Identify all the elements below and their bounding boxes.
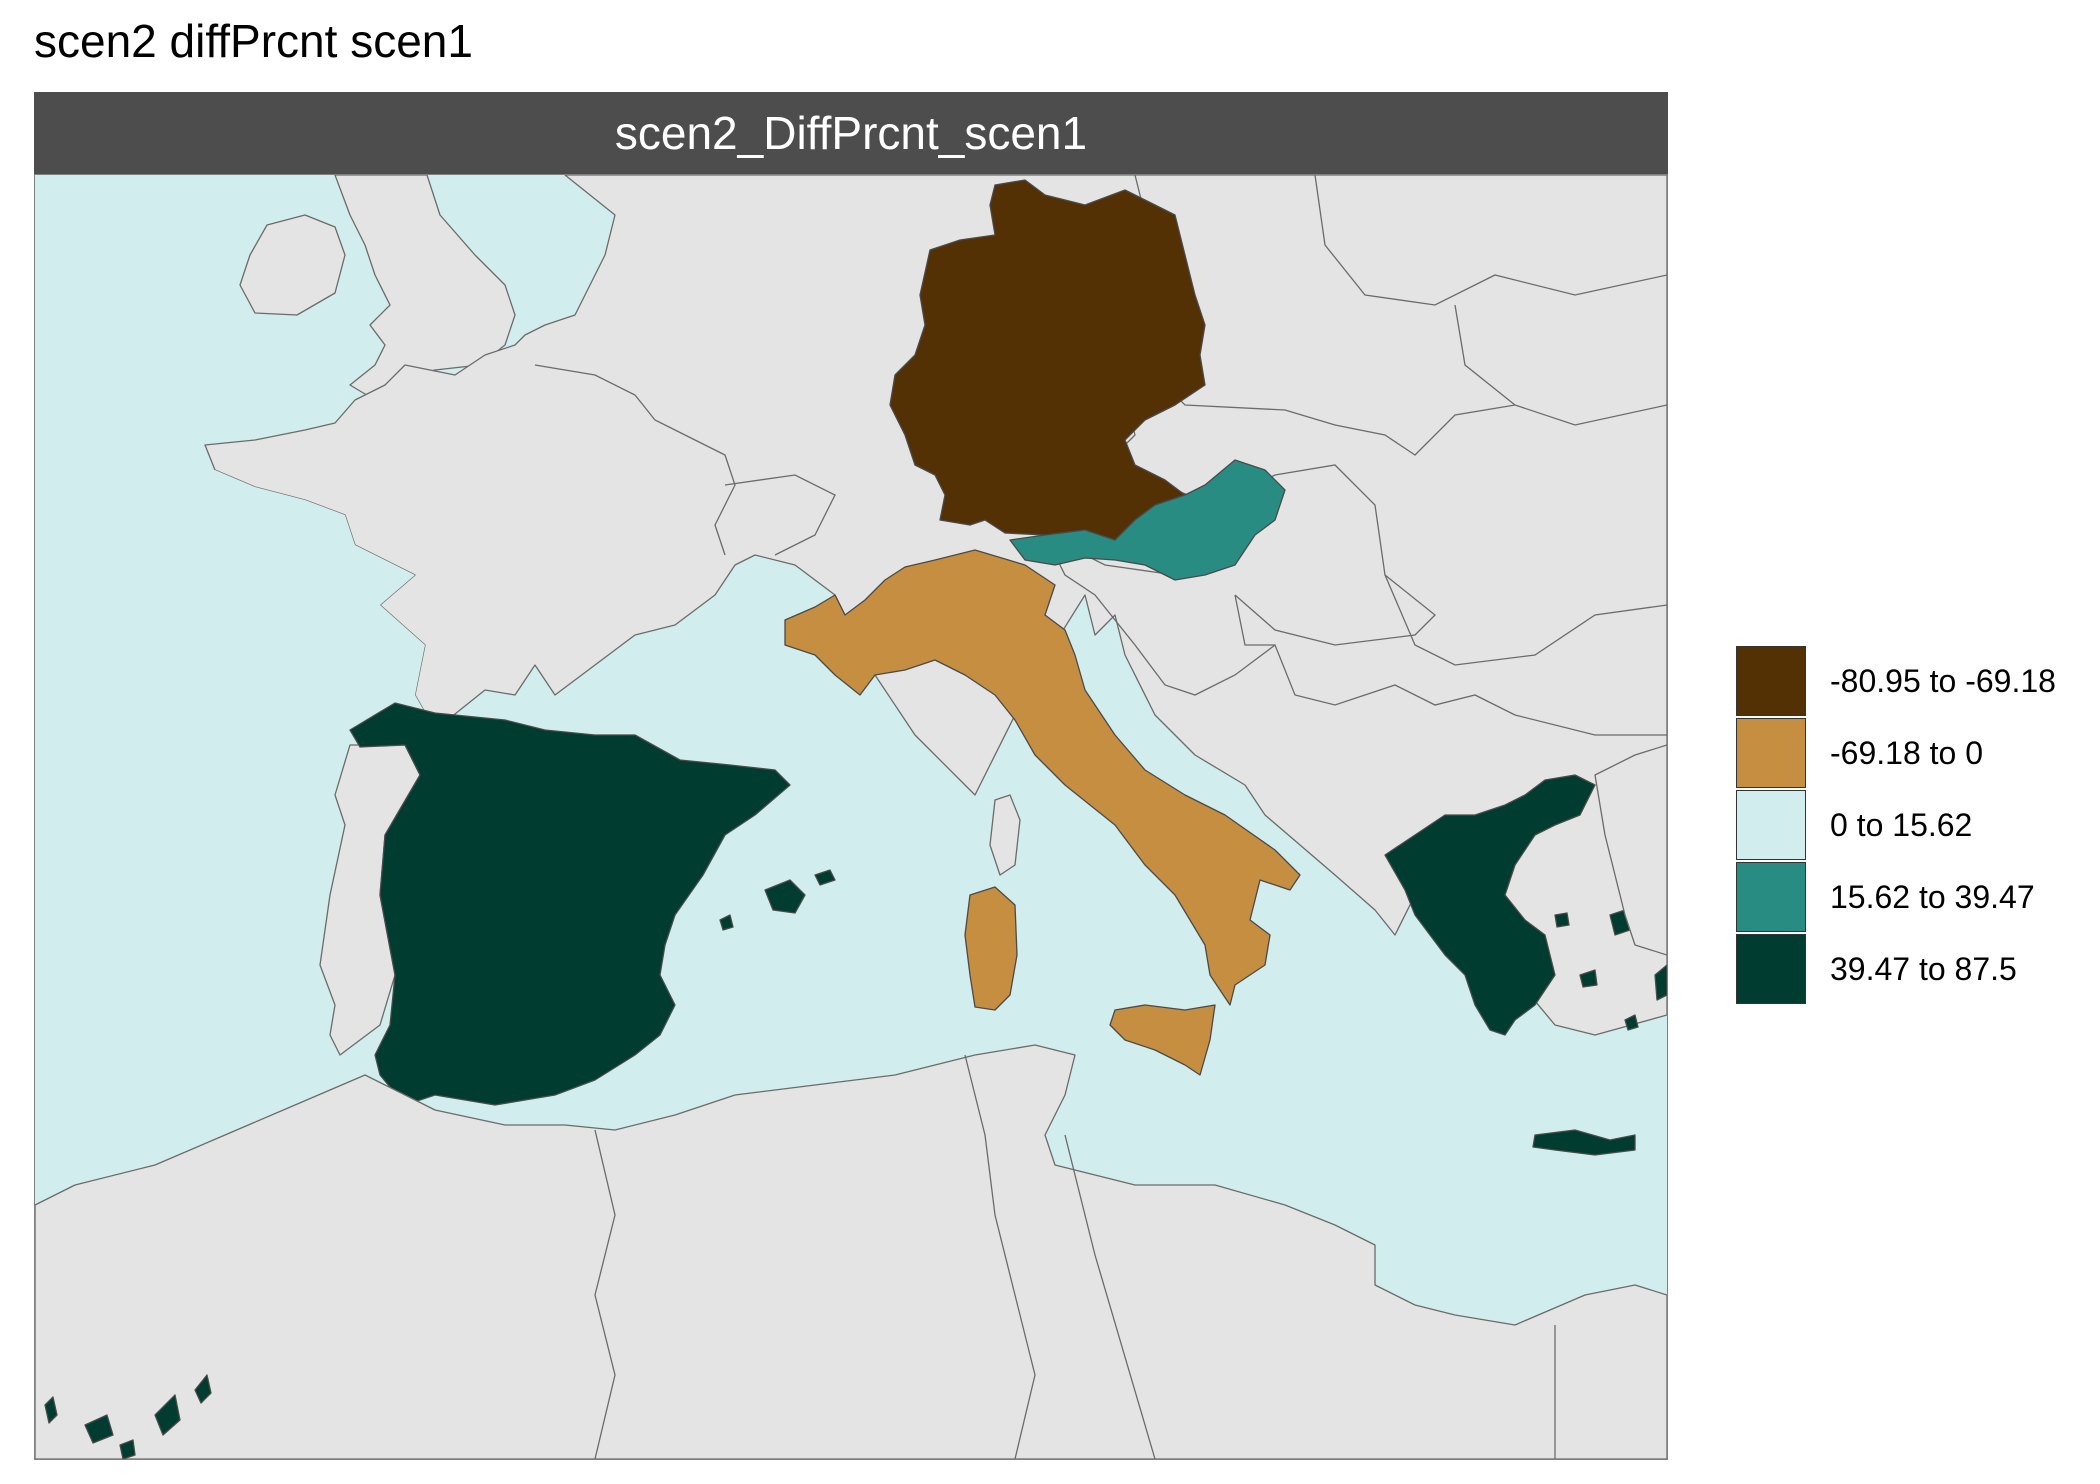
border-romania (1214, 464, 1436, 646)
border-france-switzerland (684, 434, 736, 556)
border-bulgaria (1384, 574, 1667, 666)
border-morocco-algeria (594, 1129, 616, 1459)
greece (1384, 774, 1596, 1036)
legend-swatch (1736, 790, 1806, 860)
spain (349, 702, 791, 1106)
map-area (34, 174, 1668, 1460)
legend-swatch (1736, 934, 1806, 1004)
legend-label: 39.47 to 87.5 (1830, 951, 2017, 987)
map-panel: scen2_DiffPrcnt_scen1 (34, 92, 1668, 1460)
legend-label: -69.18 to 0 (1830, 735, 1983, 771)
legend-label: -80.95 to -69.18 (1830, 663, 2056, 699)
legend-swatch (1736, 718, 1806, 788)
border-belarus (1454, 304, 1516, 406)
legend-label: 0 to 15.62 (1830, 807, 1973, 843)
sicily (1109, 1004, 1216, 1076)
canary-islands (44, 1374, 212, 1459)
border-switzerland (724, 474, 836, 556)
border-tunisia-libya (1064, 1134, 1156, 1459)
italy (784, 549, 1301, 1006)
ireland (239, 214, 346, 316)
border-balkans (1044, 534, 1667, 736)
border-ukraine (1334, 404, 1667, 456)
legend-swatch (1736, 646, 1806, 716)
border-serbia (1234, 594, 1275, 646)
border-baltic (1314, 175, 1667, 306)
turkey (1594, 744, 1667, 956)
bay-of-biscay (35, 470, 435, 735)
facet-strip-label: scen2_DiffPrcnt_scen1 (34, 92, 1668, 174)
map-title: scen2 diffPrcnt scen1 (34, 15, 473, 67)
balearic-islands (719, 869, 836, 931)
border-algeria-tunisia (964, 1054, 1036, 1459)
border-france-benelux (534, 364, 686, 436)
map-svg (35, 175, 1667, 1459)
austria (1009, 459, 1286, 581)
corsica (989, 794, 1021, 876)
crete (1532, 1129, 1636, 1156)
sardinia (964, 886, 1018, 1011)
legend-swatch (1736, 862, 1806, 932)
north-africa (35, 1044, 1667, 1459)
legend-label: 15.62 to 39.47 (1830, 879, 2035, 915)
